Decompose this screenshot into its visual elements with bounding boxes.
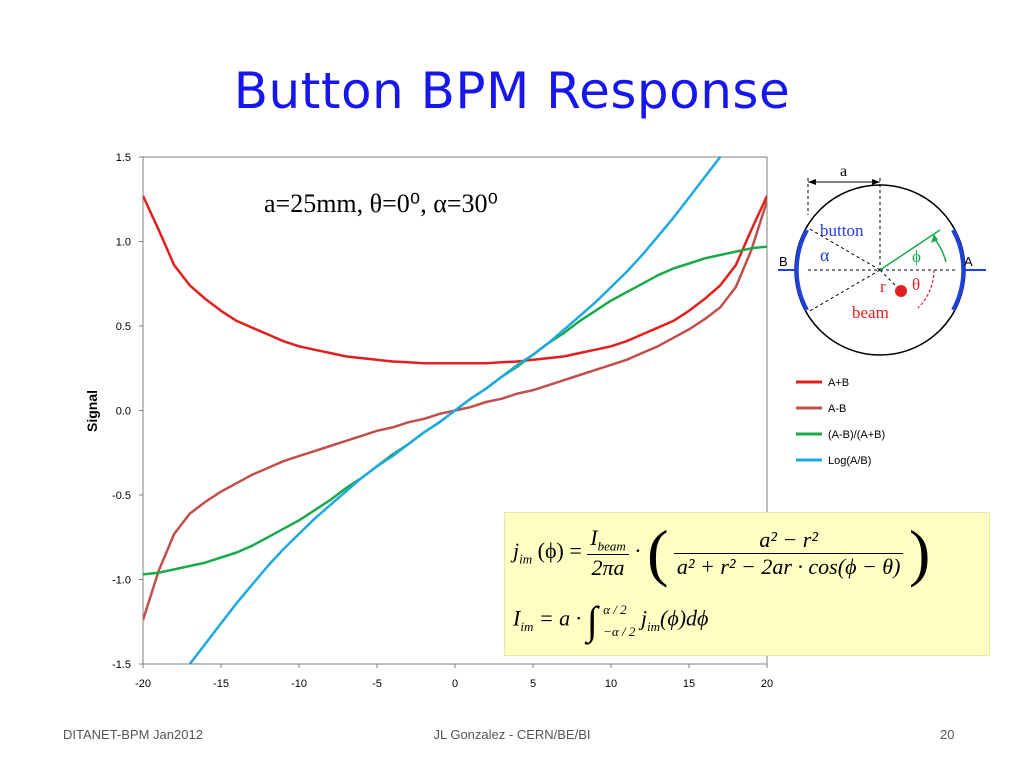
y-tick-label: 0.5 (116, 321, 131, 333)
footer-page-number: 20 (940, 727, 955, 742)
y-tick-label: 0.0 (116, 406, 131, 418)
arrow-head-right (872, 179, 880, 185)
formula-box: jim (ϕ) = Ibeam 2πa · ( a² − r² a² + r² … (504, 512, 990, 656)
y-tick-label: 1.5 (116, 152, 131, 164)
label-button: button (820, 221, 864, 240)
label-beam: beam (852, 303, 889, 322)
x-tick-label: 20 (761, 678, 773, 690)
integral-limits: α / 2 −α / 2 (603, 601, 636, 639)
chart-annotation: a=25mm, θ=0⁰, α=30⁰ (264, 189, 498, 218)
x-tick-label: -5 (372, 678, 382, 690)
arrow-head-left (808, 179, 816, 185)
chart-legend: A+B A-B (A-B)/(A+B) Log(A/B) (796, 377, 885, 467)
y-tick-label: -0.5 (112, 490, 131, 502)
label-alpha: α (820, 245, 830, 265)
phi-arc (933, 237, 947, 263)
beam-dot (895, 285, 907, 297)
label-A: A (964, 254, 973, 269)
phi-arrowhead (931, 234, 938, 243)
label-B: B (779, 254, 788, 269)
legend-label-1: A-B (828, 403, 846, 415)
label-r: r (880, 277, 886, 296)
x-tick-label: -15 (213, 678, 229, 690)
label-phi: ϕ (912, 247, 921, 266)
legend-label-2: (A-B)/(A+B) (828, 429, 885, 441)
x-tick-label: 5 (530, 678, 536, 690)
legend-label-3: Log(A/B) (828, 455, 871, 467)
fraction-beam: Ibeam 2πa (587, 525, 629, 581)
label-a: a (840, 163, 847, 180)
fraction-geometry: a² − r² a² + r² − 2ar · cos(ϕ − θ) (673, 527, 904, 580)
series-line-3 (188, 157, 722, 664)
dashed-r-line (879, 269, 901, 291)
dashed-alpha-lower (807, 269, 881, 313)
footer-center: JL Gonzalez - CERN/BE/BI (433, 727, 591, 742)
y-tick-label: -1.5 (112, 659, 131, 671)
formula-line-current-density: jim (ϕ) = Ibeam 2πa · ( a² − r² a² + r² … (513, 517, 931, 588)
series-line-0 (143, 195, 767, 365)
button-B-arc (794, 229, 809, 311)
x-axis-ticks: -20 -15 -10 -5 0 5 10 15 20 (135, 664, 773, 690)
slide-title: Button BPM Response (233, 62, 791, 120)
theta-arc (917, 269, 935, 309)
label-theta: θ (912, 275, 920, 294)
y-axis-label: Signal (84, 390, 100, 432)
formula-line-image-current: Iim = a · ∫ α / 2 −α / 2 jim(ϕ)dϕ (513, 598, 709, 643)
phi-line (879, 229, 941, 271)
button-A-arc (951, 229, 966, 311)
x-tick-label: -20 (135, 678, 151, 690)
chart-series (143, 157, 767, 664)
y-axis-ticks: 1.5 1.0 0.5 0.0 -0.5 -1.0 -1.5 (112, 152, 143, 671)
x-tick-label: 15 (683, 678, 695, 690)
y-tick-label: -1.0 (112, 575, 131, 587)
y-tick-label: 1.0 (116, 237, 131, 249)
dashed-alpha-upper (807, 227, 881, 271)
bpm-diagram: a button α ϕ B A r θ beam (778, 163, 986, 356)
x-tick-label: -10 (291, 678, 307, 690)
integral-sign: ∫ (586, 598, 598, 643)
legend-label-0: A+B (828, 377, 849, 389)
x-tick-label: 10 (605, 678, 617, 690)
x-tick-label: 0 (452, 678, 458, 690)
footer-left: DITANET-BPM Jan2012 (63, 727, 203, 742)
